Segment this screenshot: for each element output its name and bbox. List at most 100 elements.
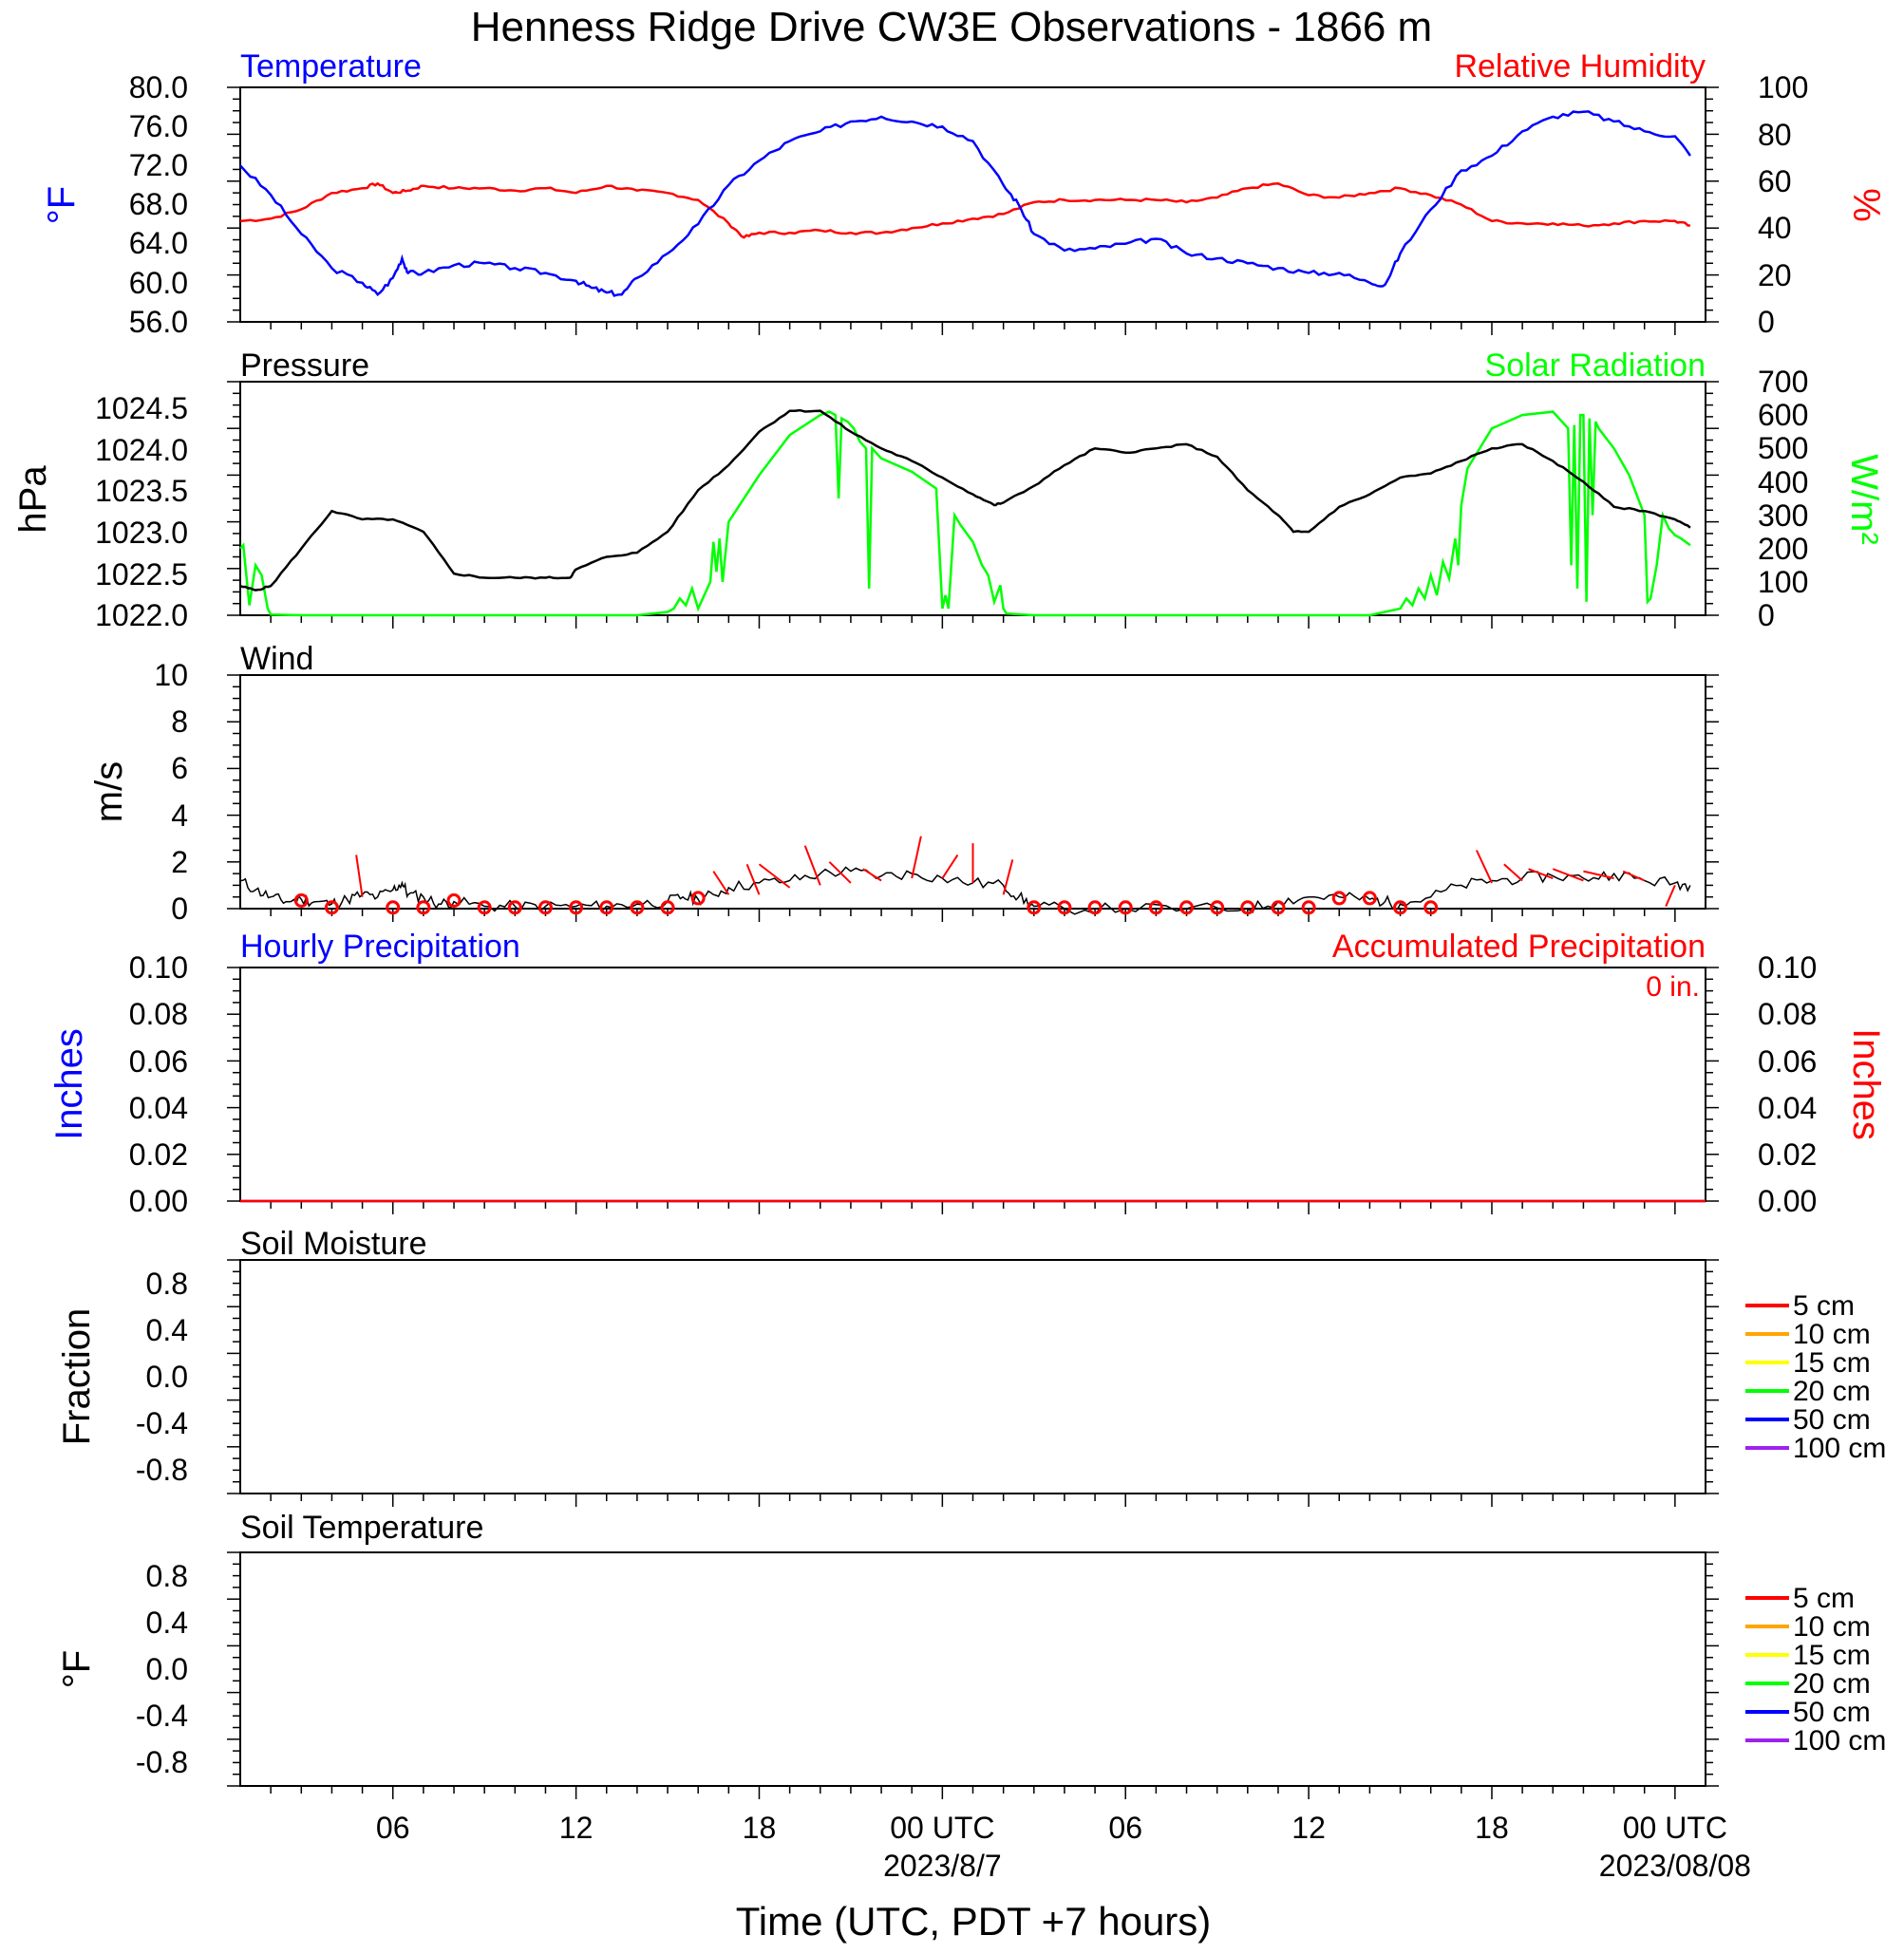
wind-y-tick: 2: [171, 845, 188, 879]
calm-wind-marker: [1027, 900, 1042, 915]
soil-temperature-y-tick: -0.8: [136, 1745, 188, 1779]
wind-barb: [712, 871, 730, 895]
temperature-axis-label: °F: [41, 186, 83, 224]
temperature-plot-area: [239, 86, 1706, 323]
accum-precip-axis-label: Inches: [1845, 1028, 1887, 1140]
pressure-axis-ticks: [227, 381, 1719, 629]
solar-y-tick: 700: [1758, 365, 1808, 399]
calm-wind-marker: [1240, 900, 1255, 915]
accum-precip-y-tick: 0.06: [1758, 1044, 1817, 1079]
humidity-line: [239, 181, 1691, 239]
temperature-y-tick: 56.0: [129, 305, 188, 339]
precip-y-tick: 0.02: [129, 1137, 188, 1172]
accum-precip-y-tick: 0.00: [1758, 1184, 1817, 1218]
soil-temperature-axis-ticks: [227, 1551, 1719, 1799]
x-tick-label: 12: [559, 1811, 594, 1845]
temperature-y-tick: 64.0: [129, 226, 188, 260]
soil-temperature-y-tick: 0.8: [146, 1559, 188, 1593]
x-axis-label: Time (UTC, PDT +7 hours): [736, 1899, 1212, 1944]
wind-barb: [355, 855, 364, 897]
calm-wind-marker: [599, 900, 614, 915]
x-tick-label: 06: [1108, 1811, 1142, 1845]
wind-barb: [758, 863, 791, 889]
wind-title: Wind: [240, 641, 313, 677]
pressure-y-tick: 1024.5: [95, 391, 188, 425]
calm-wind-marker: [1362, 891, 1377, 906]
calm-wind-marker: [1057, 900, 1072, 915]
soil-temperature-axis-label: °F: [56, 1650, 98, 1688]
wind-barb: [803, 845, 821, 886]
temperature-panel: Temperature Relative Humidity 80.0 76.0 …: [41, 48, 1887, 339]
legend-label: 5 cm: [1793, 1583, 1855, 1614]
solar-y-tick: 300: [1758, 498, 1808, 533]
pressure-y-tick: 1022.0: [95, 598, 188, 632]
calm-wind-marker: [569, 900, 584, 915]
accum-precip-total: 0 in.: [1646, 971, 1700, 1003]
calm-wind-marker: [386, 900, 401, 915]
solar-title: Solar Radiation: [1485, 348, 1706, 384]
calm-wind-marker: [1087, 900, 1103, 915]
legend-label: 50 cm: [1793, 1697, 1871, 1728]
soil-moisture-plot-area: [239, 1259, 1706, 1494]
wind-barb: [1583, 870, 1614, 879]
legend-label: 100 cm: [1793, 1725, 1886, 1757]
chart-title: Henness Ridge Drive CW3E Observations - …: [471, 4, 1432, 50]
temperature-y-tick: 72.0: [129, 148, 188, 182]
legend-label: 100 cm: [1793, 1433, 1886, 1464]
calm-wind-marker: [537, 900, 553, 915]
temperature-y-tick: 80.0: [129, 70, 188, 104]
temperature-title: Temperature: [240, 48, 422, 85]
wind-y-tick: 0: [171, 892, 188, 926]
soil-moisture-y-tick: -0.8: [136, 1453, 188, 1487]
pressure-y-tick: 1023.0: [95, 516, 188, 550]
soil-moisture-y-tick: 0.4: [146, 1313, 188, 1347]
wind-barb: [1665, 885, 1676, 907]
pressure-y-tick: 1024.0: [95, 433, 188, 467]
calm-wind-marker: [1118, 900, 1133, 915]
wind-barb: [1528, 868, 1554, 879]
calm-wind-marker: [1423, 900, 1439, 915]
humidity-y-tick: 40: [1758, 211, 1792, 245]
solar-y-tick: 600: [1758, 398, 1808, 432]
calm-wind-marker: [477, 900, 492, 915]
wind-y-tick: 10: [154, 658, 188, 692]
humidity-y-tick: 0: [1758, 305, 1775, 339]
solar-y-tick: 500: [1758, 431, 1808, 465]
soil-temperature-title: Soil Temperature: [240, 1510, 483, 1546]
wind-y-tick: 8: [171, 705, 188, 739]
calm-wind-marker: [630, 900, 645, 915]
wind-y-tick: 4: [171, 799, 188, 833]
calm-wind-marker: [1271, 900, 1286, 915]
humidity-y-tick: 20: [1758, 258, 1792, 292]
soil-temperature-plot-area: [239, 1551, 1706, 1787]
pressure-line: [239, 408, 1691, 592]
calm-wind-marker: [1301, 900, 1316, 915]
calm-wind-marker: [660, 900, 675, 915]
soil-temperature-y-tick: 0.0: [146, 1652, 188, 1686]
wind-y-tick: 6: [171, 751, 188, 785]
calm-wind-marker: [690, 891, 706, 906]
x-tick-label: 18: [1475, 1811, 1509, 1845]
temperature-y-tick: 60.0: [129, 266, 188, 300]
soil-moisture-axis-label: Fraction: [56, 1308, 98, 1446]
humidity-axis-label: %: [1845, 188, 1887, 222]
pressure-series: [239, 408, 1691, 617]
wind-panel: Wind 10 8 6 4 2 0 m/s: [88, 641, 1719, 926]
x-tick-label: 12: [1291, 1811, 1326, 1845]
calm-wind-marker: [1210, 900, 1225, 915]
wind-axis-ticks: [227, 674, 1719, 922]
precip-y-tick: 0.06: [129, 1044, 188, 1079]
soil-moisture-title: Soil Moisture: [240, 1226, 427, 1262]
soil-moisture-y-tick: 0.8: [146, 1267, 188, 1301]
precip-y-tick: 0.10: [129, 950, 188, 985]
accum-precip-title: Accumulated Precipitation: [1332, 929, 1706, 965]
wind-barb: [1002, 859, 1014, 895]
calm-wind-marker: [324, 900, 339, 915]
temperature-line: [239, 110, 1691, 297]
accum-precip-y-tick: 0.10: [1758, 950, 1817, 985]
calm-wind-marker: [507, 900, 522, 915]
x-tick-label: 00 UTC: [1623, 1811, 1727, 1845]
soil-temperature-y-tick: 0.4: [146, 1606, 188, 1640]
